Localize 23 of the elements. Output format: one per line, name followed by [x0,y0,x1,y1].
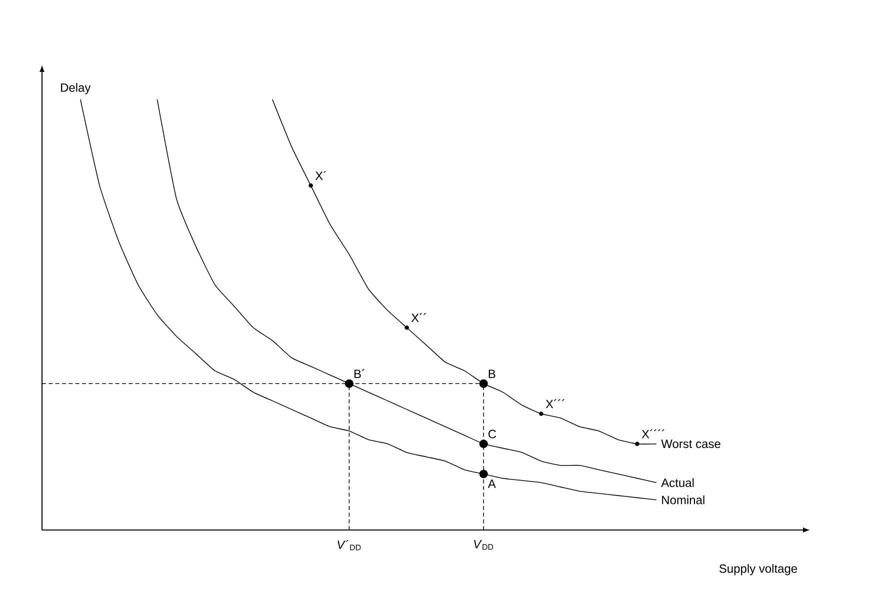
series-label: Actual [661,478,694,488]
point [479,470,488,478]
series-label: A [488,480,496,488]
point [308,183,313,188]
series-label: X´´ [411,313,426,322]
series-label: Worst case [661,440,720,448]
point [404,325,409,330]
x-tick-label: V$_{DD}$ [474,540,494,550]
series-label: B´ [354,369,364,378]
series-label: X´´´´ [642,429,664,438]
series-label: C [488,430,496,438]
series-label: X´´´ [546,399,564,408]
series-label: B [488,370,496,378]
point [539,412,544,416]
series-label: X´ [315,171,326,180]
x-tick-label: V´$_{DD}$ [338,540,361,550]
y-axis-title: Delay [61,83,91,94]
point [479,379,488,388]
point [635,442,640,446]
point [479,440,488,448]
point [344,379,354,388]
x-axis-title: Supply voltage [719,564,798,576]
series-label: Nominal [662,495,704,504]
